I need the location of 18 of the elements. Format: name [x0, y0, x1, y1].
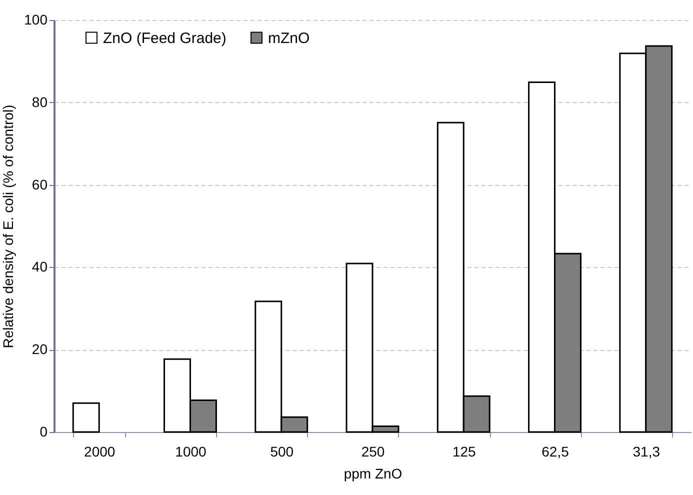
x-tick-label: 500	[270, 444, 294, 460]
x-tick-label: 31,3	[632, 444, 660, 460]
bar	[72, 402, 100, 433]
y-tick-label: 60	[32, 176, 48, 192]
y-axis-title: Relative density of E. coli (% of control)	[0, 104, 16, 348]
x-tick-label: 2000	[84, 444, 116, 460]
x-tick-label: 125	[452, 444, 476, 460]
legend-label: ZnO (Feed Grade)	[103, 30, 226, 47]
y-tick-label: 20	[32, 341, 48, 358]
y-tick-label: 0	[40, 424, 48, 440]
y-tick-label: 80	[32, 94, 48, 110]
x-tick-label: 1000	[175, 444, 207, 460]
x-tick-label: 62,5	[542, 444, 570, 460]
x-tick-label: 250	[361, 444, 385, 460]
y-tick-label: 100	[24, 12, 48, 28]
y-tick-label: 40	[32, 258, 48, 275]
x-axis-title: ppm ZnO	[344, 466, 402, 482]
legend-label: mZnO	[268, 30, 310, 47]
